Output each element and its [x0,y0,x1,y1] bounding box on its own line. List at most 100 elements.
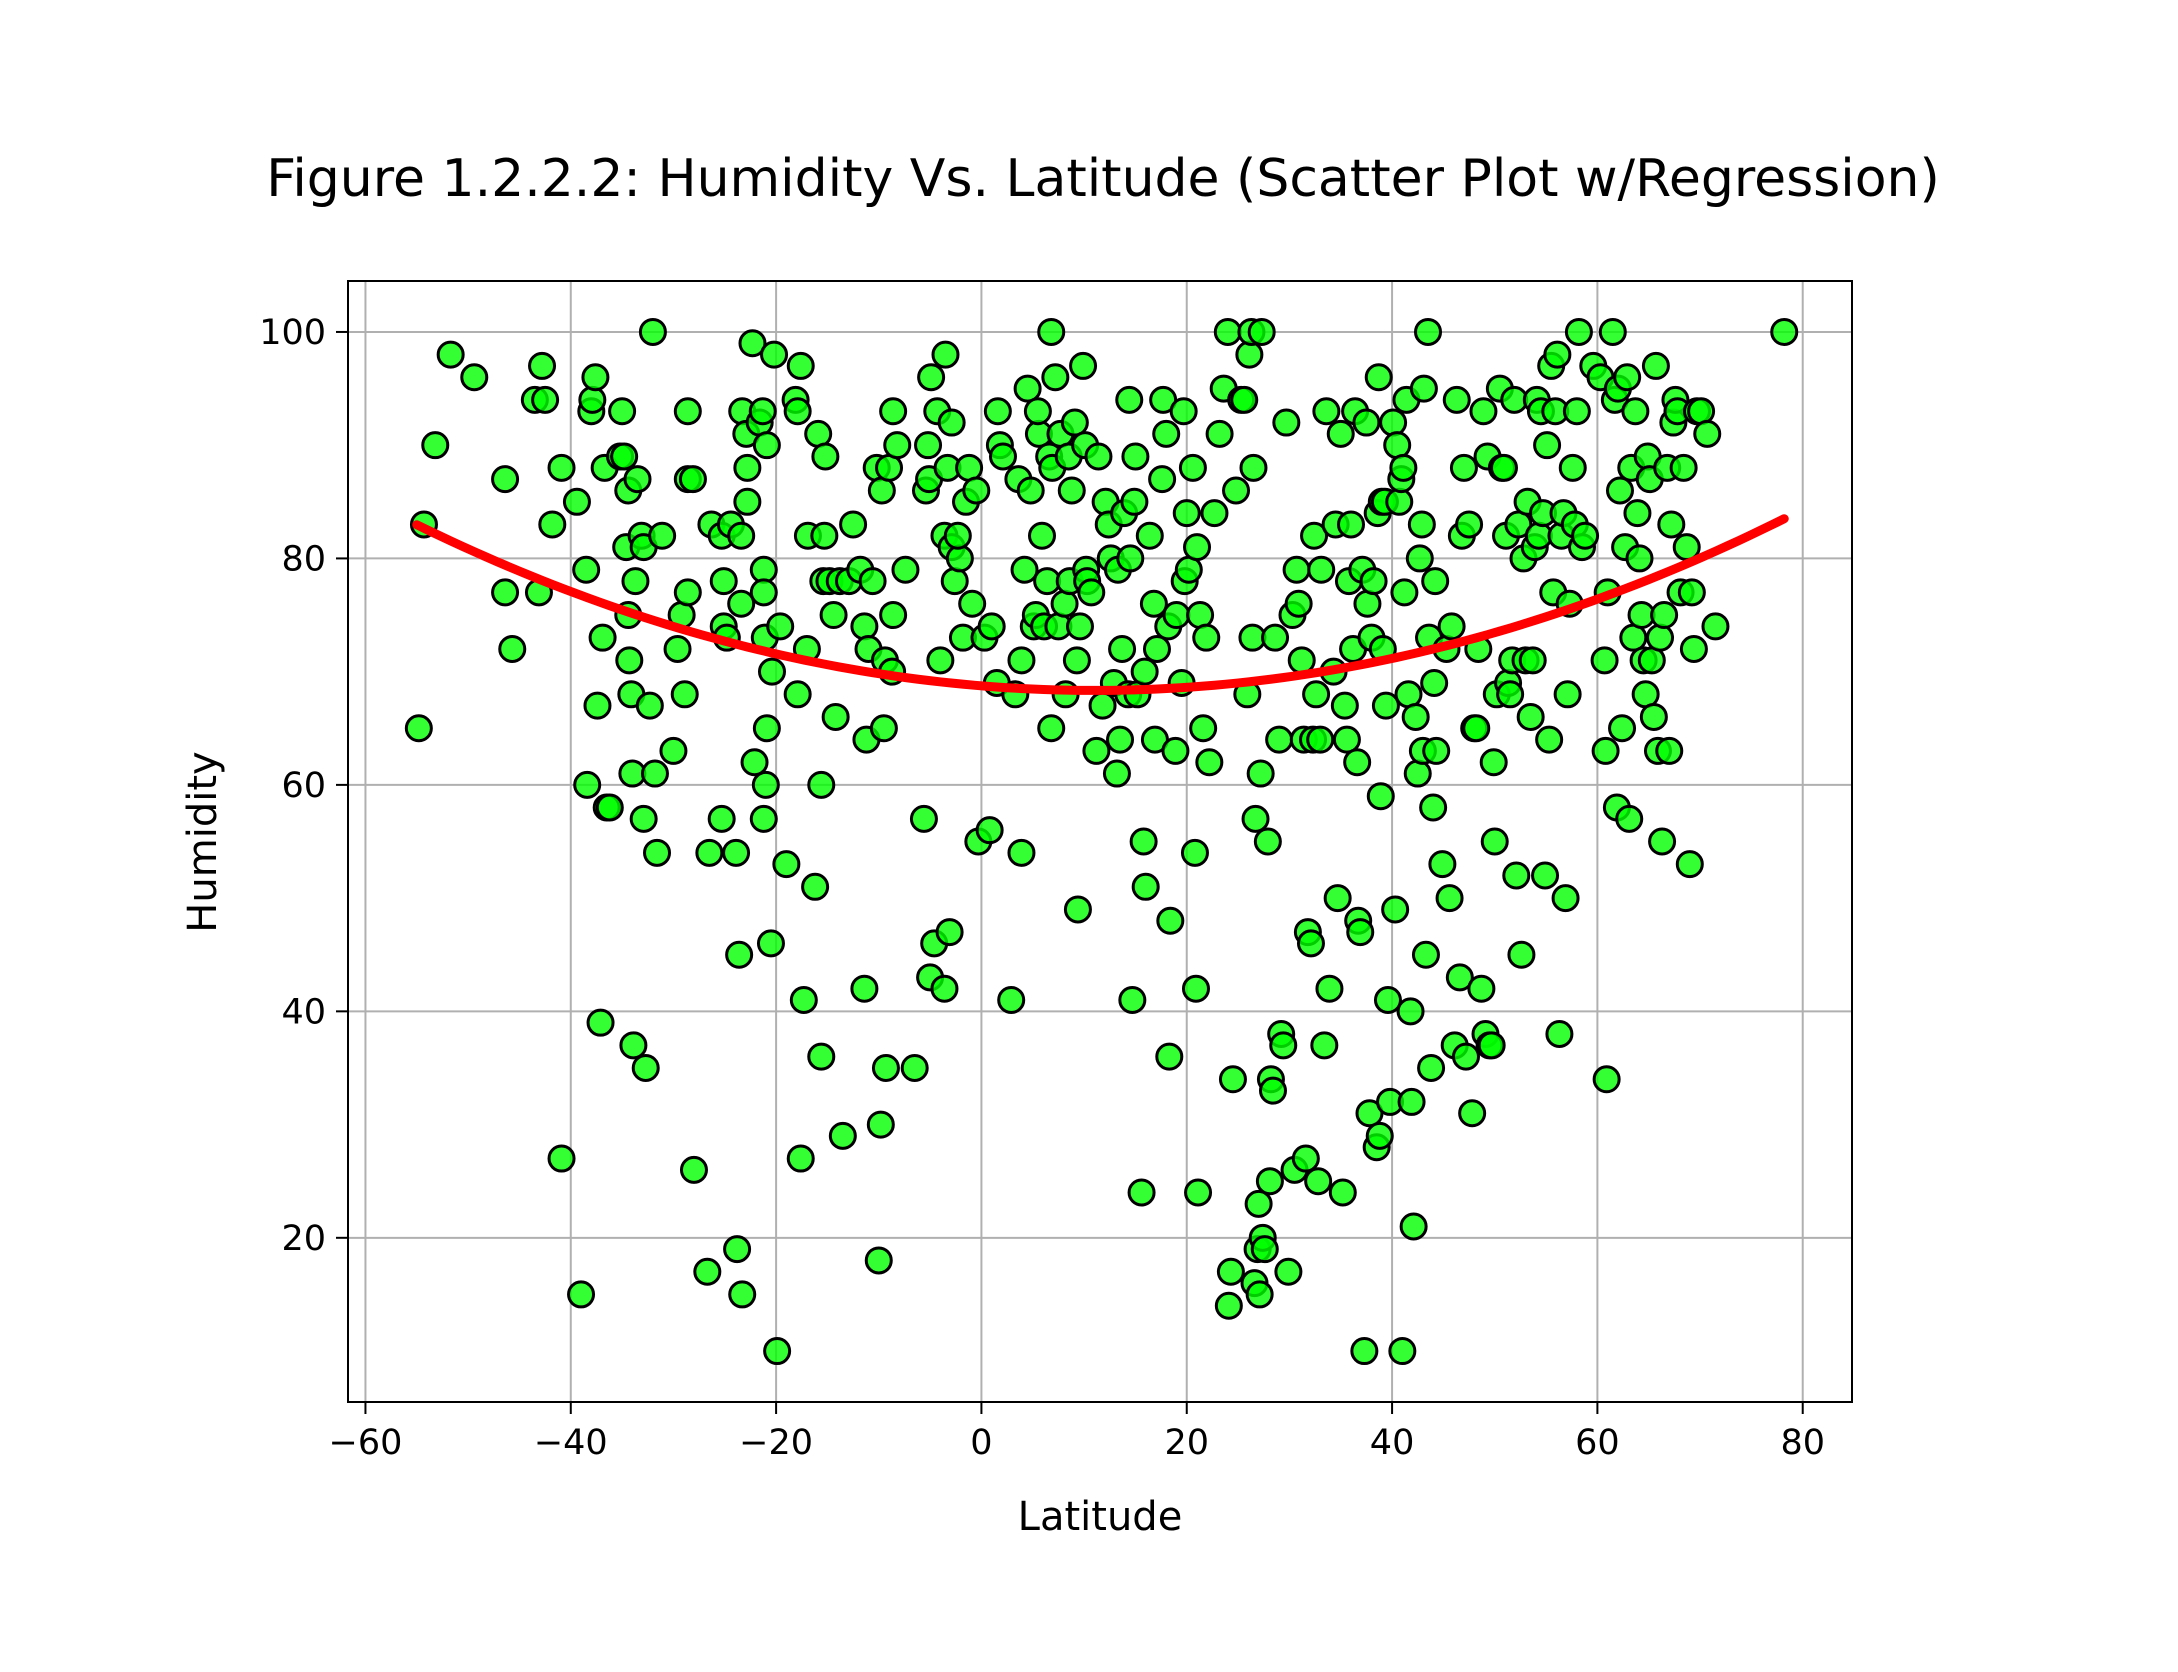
data-point [783,680,812,709]
data-point [1435,884,1464,913]
data-point [1458,1099,1487,1128]
data-point [807,770,836,799]
data-point [1605,476,1634,505]
data-point [1152,419,1181,448]
y-tick-label: 40 [281,992,326,1032]
data-point [864,1246,893,1275]
data-point [1222,476,1251,505]
data-point [1420,668,1449,697]
data-point [727,521,756,550]
data-point [1625,544,1654,573]
data-point [1396,997,1425,1026]
data-point [1366,782,1395,811]
data-point [930,974,959,1003]
data-point [623,465,652,494]
data-point [679,1155,708,1184]
data-point [1213,317,1242,346]
data-point [1037,317,1066,346]
x-tick-label: −40 [534,1423,608,1463]
y-axis-label: Humidity [180,751,226,932]
y-tick-label: 80 [281,539,326,579]
data-point [783,397,812,426]
data-point [1184,1178,1213,1207]
data-point [1291,1144,1320,1173]
data-point [1535,725,1564,754]
data-point [738,329,767,358]
data-point [1598,317,1627,346]
data-point [615,646,644,675]
data-point [748,397,777,426]
regression-line [412,514,1789,695]
data-point [1385,487,1414,516]
data-point [1389,453,1418,482]
data-point [728,1280,757,1309]
data-point [828,1121,857,1150]
data-point [935,918,964,947]
data-point [786,351,815,380]
data-point [760,340,789,369]
data-point [1379,408,1408,437]
data-point [1551,884,1580,913]
data-point [695,838,724,867]
data-point [1255,1167,1284,1196]
data-point [404,714,433,743]
data-point [1445,963,1474,992]
data-point [1417,1053,1446,1082]
data-point [869,714,898,743]
data-point [749,804,778,833]
data-point [1442,385,1471,414]
data-point [839,510,868,539]
data-point [752,431,781,460]
data-point [1422,736,1451,765]
data-point [810,521,839,550]
data-point [1543,340,1572,369]
data-point [1428,850,1457,879]
data-point [638,317,667,346]
data-point [1023,397,1052,426]
data-point [1401,702,1430,731]
data-point [1641,351,1670,380]
data-point [707,804,736,833]
data-point [619,1031,648,1060]
data-point [578,385,607,414]
data-point [1646,623,1675,652]
data-point [1770,317,1799,346]
data-point [1148,465,1177,494]
data-point [1129,827,1158,856]
data-point [670,680,699,709]
data-point [1274,1257,1303,1286]
data-point [635,691,664,720]
data-point [1608,714,1637,743]
data-point [1261,623,1290,652]
data-point [988,442,1017,471]
data-point [1679,635,1708,664]
data-point [531,385,560,414]
data-point [1027,521,1056,550]
data-point [1477,1031,1506,1060]
data-point [1250,1235,1279,1264]
x-tick-label: −60 [329,1423,403,1463]
data-point [1181,974,1210,1003]
data-point [1462,714,1491,743]
data-point [581,363,610,392]
data-point [1383,431,1412,460]
data-point [421,431,450,460]
data-point [807,1042,836,1071]
data-point [583,691,612,720]
axis-ticks: −60 −40 −20 0 20 40 60 80 20 40 60 80 100 [259,313,1825,1463]
data-point [1161,736,1190,765]
data-point [1084,442,1113,471]
data-point [1205,419,1234,448]
data-point [1135,521,1164,550]
data-point [914,431,943,460]
data-point [1239,453,1268,482]
data-point [1253,827,1282,856]
data-point [931,340,960,369]
data-point [586,1008,615,1037]
data-point [1590,646,1619,675]
data-point [1323,884,1352,913]
data-point [1479,748,1508,777]
data-point [1669,453,1698,482]
data-point [1246,759,1275,788]
data-point [900,1053,929,1082]
